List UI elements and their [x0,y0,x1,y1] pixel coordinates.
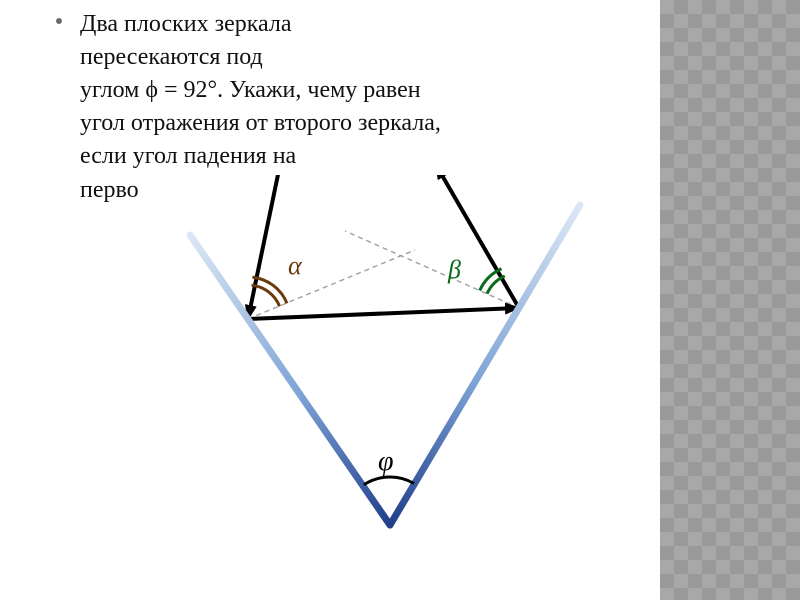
text-line4: угол отражения от второго зеркала, [80,110,441,136]
text-line3a: углом [80,77,145,103]
text-line5: если угол падения на [80,143,296,169]
slide-page: Два плоских зеркала пересекаются под угл… [0,0,800,600]
side-diamond-pattern [660,0,800,600]
svg-text:φ: φ [378,446,394,477]
mirror-diagram: α β φ [110,175,630,585]
text-line3b: . Укажи, чему равен [217,77,421,103]
svg-text:β: β [447,255,461,284]
text-line2: пересекаются под [80,44,263,70]
phi-expr: ϕ = 92° [145,77,217,103]
diagram-svg: α β φ [110,175,630,585]
svg-text:α: α [288,251,303,280]
text-line1: Два плоских зеркала [80,11,292,37]
